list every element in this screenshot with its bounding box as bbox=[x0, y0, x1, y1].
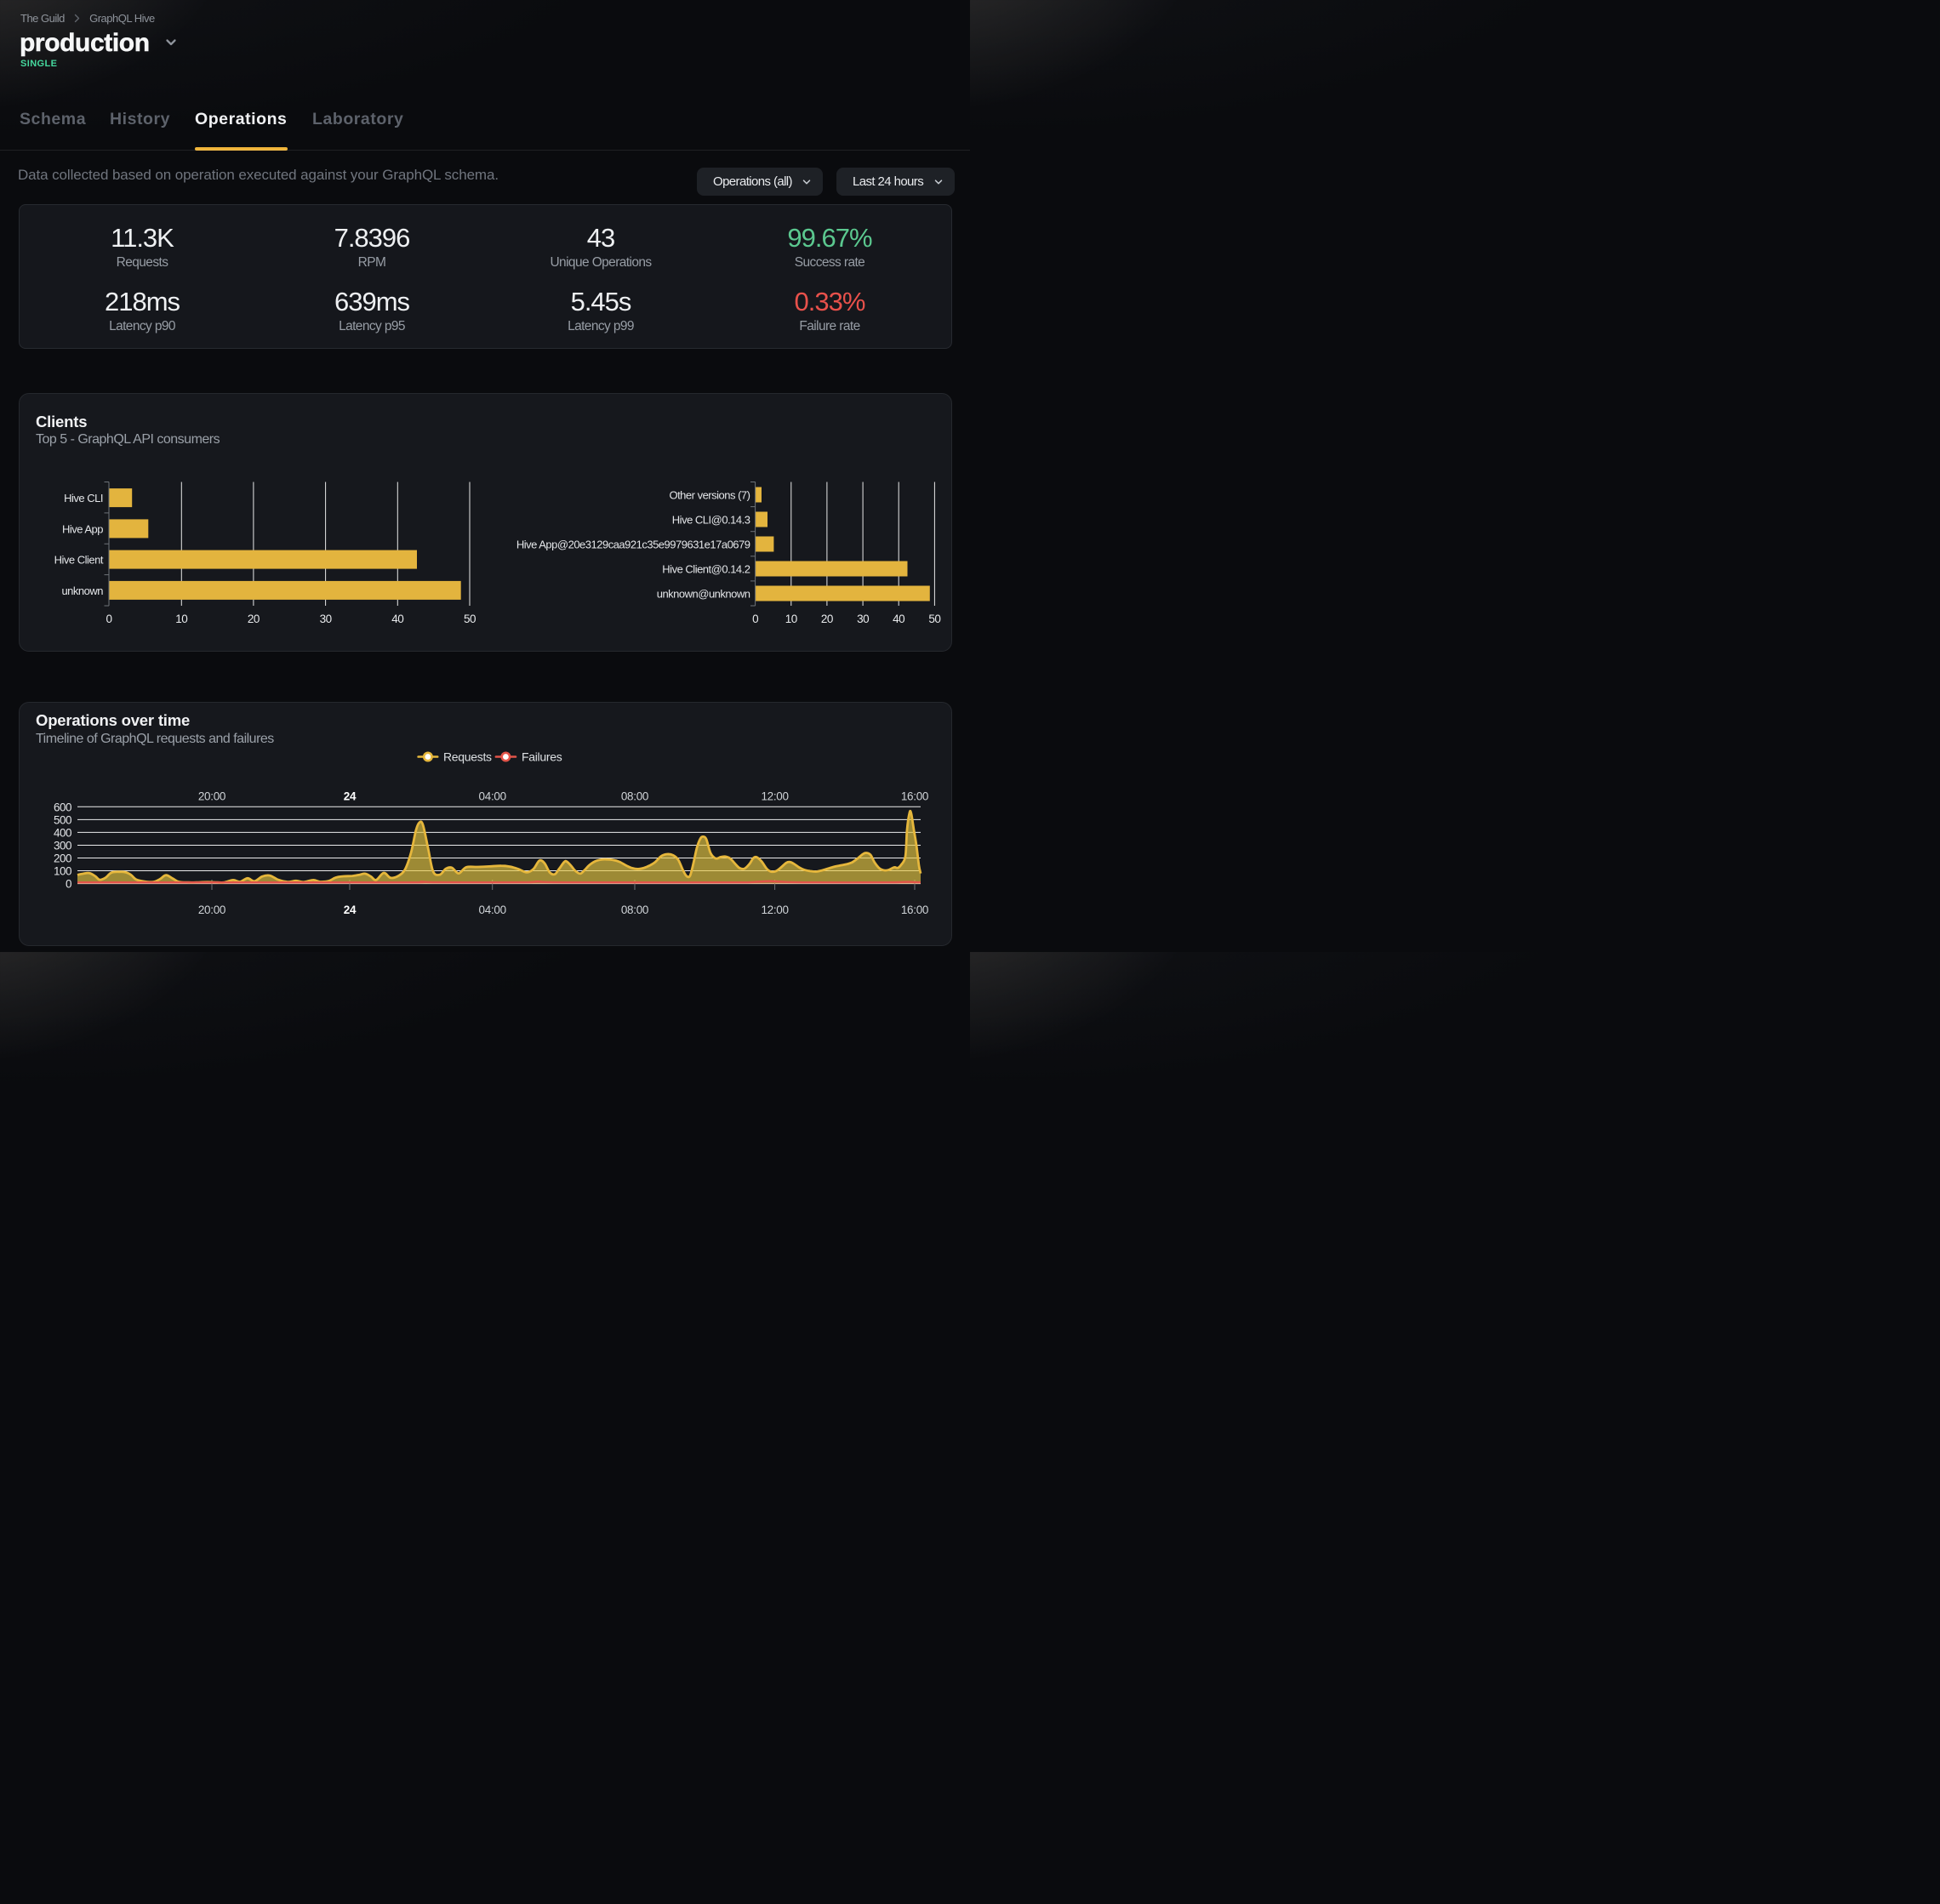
svg-text:Hive Client@0.14.2: Hive Client@0.14.2 bbox=[662, 563, 750, 576]
svg-text:100: 100 bbox=[54, 865, 71, 878]
svg-text:0: 0 bbox=[752, 613, 758, 625]
svg-text:300: 300 bbox=[54, 839, 71, 852]
svg-text:12:00: 12:00 bbox=[761, 790, 788, 803]
svg-text:16:00: 16:00 bbox=[901, 790, 928, 803]
svg-text:unknown@unknown: unknown@unknown bbox=[657, 588, 750, 601]
svg-text:Hive Client: Hive Client bbox=[54, 554, 104, 567]
svg-text:Hive App@20e3129caa921c35e9979: Hive App@20e3129caa921c35e9979631e17a067… bbox=[516, 539, 750, 551]
svg-text:16:00: 16:00 bbox=[901, 904, 928, 916]
svg-text:10: 10 bbox=[175, 613, 187, 625]
svg-text:Hive CLI: Hive CLI bbox=[64, 492, 103, 505]
svg-text:Requests: Requests bbox=[443, 750, 492, 764]
svg-text:08:00: 08:00 bbox=[621, 904, 648, 916]
svg-text:Hive CLI@0.14.3: Hive CLI@0.14.3 bbox=[672, 514, 750, 527]
svg-text:50: 50 bbox=[928, 613, 940, 625]
svg-text:Other versions (7): Other versions (7) bbox=[669, 489, 750, 502]
svg-text:24: 24 bbox=[344, 904, 357, 916]
svg-text:04:00: 04:00 bbox=[479, 904, 506, 916]
svg-text:20:00: 20:00 bbox=[198, 904, 225, 916]
svg-text:30: 30 bbox=[857, 613, 869, 625]
svg-text:500: 500 bbox=[54, 813, 71, 826]
svg-text:50: 50 bbox=[464, 613, 476, 625]
svg-text:400: 400 bbox=[54, 826, 71, 839]
svg-text:40: 40 bbox=[893, 613, 904, 625]
svg-text:30: 30 bbox=[320, 613, 332, 625]
svg-text:Failures: Failures bbox=[522, 750, 562, 764]
svg-text:0: 0 bbox=[106, 613, 111, 625]
svg-text:08:00: 08:00 bbox=[621, 790, 648, 803]
svg-text:200: 200 bbox=[54, 852, 71, 865]
svg-text:24: 24 bbox=[344, 790, 357, 803]
svg-text:10: 10 bbox=[785, 613, 797, 625]
svg-text:04:00: 04:00 bbox=[479, 790, 506, 803]
svg-text:0: 0 bbox=[66, 878, 71, 891]
svg-text:600: 600 bbox=[54, 801, 71, 813]
svg-text:Hive App: Hive App bbox=[62, 522, 103, 535]
svg-text:40: 40 bbox=[391, 613, 403, 625]
svg-text:20:00: 20:00 bbox=[198, 790, 225, 803]
svg-text:20: 20 bbox=[248, 613, 260, 625]
svg-text:12:00: 12:00 bbox=[761, 904, 788, 916]
svg-text:20: 20 bbox=[821, 613, 833, 625]
svg-text:unknown: unknown bbox=[61, 584, 103, 597]
